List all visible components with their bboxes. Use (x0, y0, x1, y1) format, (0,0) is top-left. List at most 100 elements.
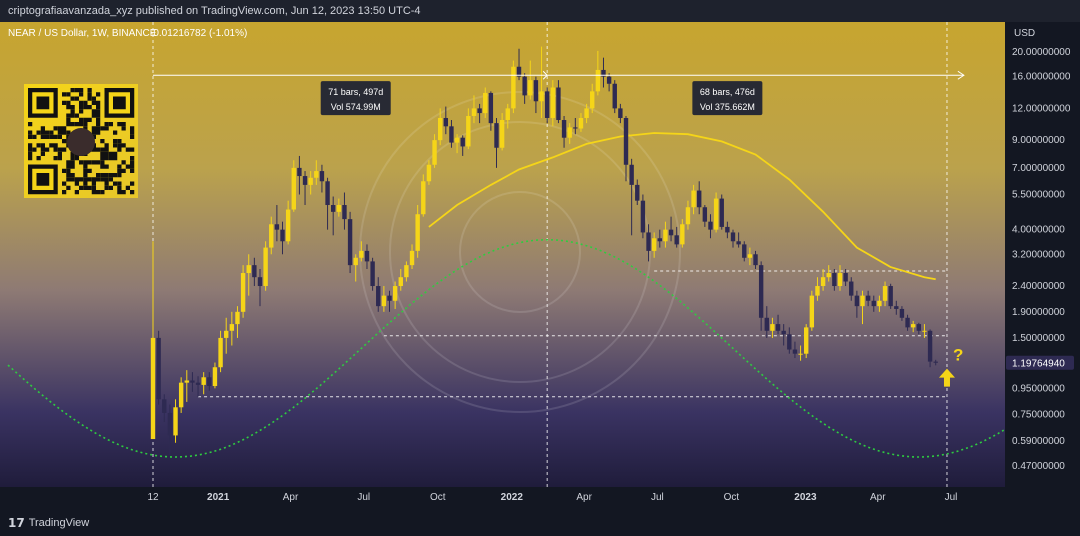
candle (449, 120, 454, 148)
candle (747, 247, 753, 266)
candle-body (798, 353, 803, 355)
qr-module (53, 147, 58, 152)
candle (212, 362, 218, 389)
candle-body (257, 277, 263, 287)
candle-body (252, 265, 257, 278)
qr-module (87, 160, 92, 165)
qr-module (96, 173, 101, 178)
candle (550, 80, 556, 127)
qr-module (87, 96, 92, 101)
candle-body (618, 108, 623, 118)
candle-body (269, 224, 274, 248)
candle (421, 174, 426, 217)
candle-body (910, 324, 916, 328)
qr-finder-core (36, 96, 50, 110)
qr-module (40, 151, 45, 156)
candle-body (207, 377, 212, 387)
candle-body (285, 209, 291, 242)
candle-body (770, 324, 775, 331)
qr-module (117, 164, 122, 169)
candle (753, 250, 758, 270)
qr-module (62, 130, 67, 135)
candle (601, 57, 606, 88)
candle (713, 192, 719, 233)
candle-body (595, 69, 601, 92)
candle-body (888, 286, 893, 307)
qr-module (66, 130, 71, 135)
range-arrow-mid-head (542, 70, 548, 80)
tradingview-logo-text: TradingView (28, 517, 90, 529)
horizontal-levels (198, 270, 947, 398)
candle (860, 290, 865, 325)
candle (246, 254, 251, 296)
candle-body (871, 300, 876, 307)
time-tick-label: Oct (724, 492, 740, 503)
candle-body (584, 108, 589, 118)
candle-body (173, 407, 178, 436)
candle (240, 265, 246, 318)
chart-area[interactable]: 71 bars, 497d Vol 574.99M 68 bars, 476d Vol… (0, 22, 1080, 510)
qr-module (66, 164, 71, 169)
candle (483, 87, 488, 118)
qr-module (66, 117, 71, 122)
qr-module (79, 109, 84, 114)
price-tick-label: 16.00000000 (1012, 72, 1071, 83)
candle (691, 184, 696, 215)
candle (207, 372, 212, 391)
candle (849, 277, 854, 301)
tradingview-logo[interactable]: 17 TradingView (8, 510, 89, 536)
candle (539, 46, 544, 118)
candle (764, 306, 769, 338)
qr-module (83, 181, 88, 186)
qr-module (100, 160, 105, 165)
candle-body (787, 334, 792, 350)
qr-module (121, 143, 126, 148)
price-tick-label: 0.75000000 (1012, 409, 1065, 420)
question-mark-icon: ? (953, 346, 963, 365)
qr-module (40, 126, 45, 131)
candle (623, 115, 629, 182)
qr-module (96, 147, 101, 152)
qr-module (79, 160, 84, 165)
candle (285, 200, 291, 245)
time-tick-label: Jul (357, 492, 370, 503)
candle (173, 399, 178, 443)
candle-body (528, 80, 533, 96)
qr-module (130, 130, 135, 135)
qr-module (87, 105, 92, 110)
candle-body (815, 286, 820, 296)
candle-body (466, 115, 471, 147)
candle-body (567, 127, 572, 138)
qr-module (57, 130, 62, 135)
qr-module (104, 122, 109, 127)
qr-module (70, 109, 75, 114)
qr-module (125, 185, 130, 190)
axis-unit: USD (1014, 28, 1035, 39)
qr-module (91, 109, 96, 114)
candle-body (882, 286, 888, 301)
qr-module (66, 173, 71, 178)
up-arrow-icon (938, 368, 955, 387)
qr-module (79, 177, 84, 182)
measure-label-volume: Vol 375.662M (700, 102, 755, 112)
candle (815, 277, 820, 301)
candle-body (922, 330, 927, 332)
qr-module (104, 156, 109, 161)
qr-module (117, 168, 122, 173)
qr-module (130, 147, 135, 152)
candle-body (623, 117, 629, 165)
candle (511, 60, 516, 114)
candle-body (837, 273, 843, 287)
qr-module (121, 190, 126, 195)
qr-module (96, 160, 101, 165)
candle (832, 269, 837, 291)
price-chart[interactable]: 71 bars, 497d Vol 574.99M 68 bars, 476d Vol… (0, 22, 1080, 510)
qr-module (91, 181, 96, 186)
candle (308, 171, 313, 195)
qr-module (130, 181, 135, 186)
candle-body (730, 232, 736, 242)
candle (376, 277, 381, 312)
qr-module (40, 143, 45, 148)
candle (590, 83, 595, 114)
qr-module (91, 185, 96, 190)
